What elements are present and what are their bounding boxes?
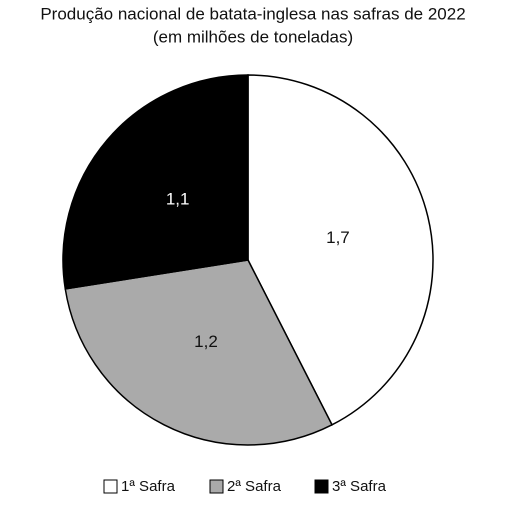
legend-label: 1ª Safra [121,478,176,495]
pie-slice [247,74,434,426]
legend-label: 2ª Safra [227,478,282,495]
data-label: 1,7 [326,228,350,247]
legend-swatch [209,479,224,494]
legend-label: 3ª Safra [332,478,387,495]
legend-swatch [103,479,118,494]
data-label: 1,2 [194,332,218,351]
pie-slice [62,74,249,290]
data-label: 1,1 [166,189,190,208]
chart-subtitle: (em milhões de toneladas) [153,27,353,46]
pie-slice [64,259,333,446]
legend-swatch [314,479,329,494]
chart-title: Produção nacional de batata-inglesa nas … [40,4,465,23]
